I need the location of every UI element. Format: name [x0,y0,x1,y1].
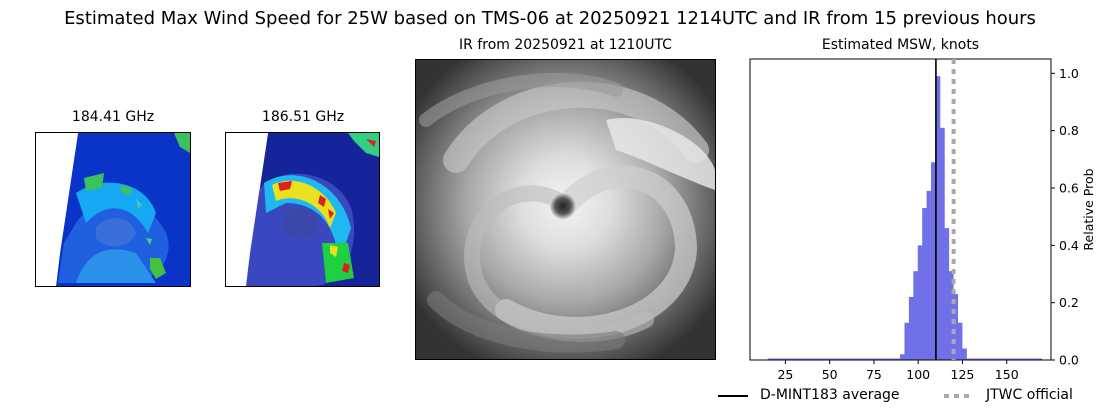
mw1-title: 184.41 GHz [71,109,155,125]
histogram-bar [953,294,959,360]
x-tick-label: 25 [777,367,793,382]
y-tick-label: 0.4 [1059,238,1079,253]
mw2-image [225,132,380,287]
histogram-bar [944,228,950,360]
histogram-bar [948,271,954,360]
legend-average-swatch [718,395,748,397]
legend-official-swatch [944,394,974,398]
histogram-frame [749,58,1052,361]
y-tick-label: 0.2 [1059,295,1079,310]
x-tick-label: 150 [995,367,1019,382]
y-tick-label: 0.0 [1059,353,1079,368]
histogram-bar [904,322,910,360]
mw2-title: 186.51 GHz [261,109,345,125]
legend-official-label: JTWC official [986,387,1073,403]
x-tick-label: 50 [822,367,838,382]
x-tick-label: 100 [906,367,930,382]
ir-title: IR from 20250921 at 1210UTC [459,37,672,53]
y-tick-label: 0.8 [1059,123,1079,138]
y-axis-label: Relative Prob [1081,168,1096,250]
legend-average-label: D-MINT183 average [760,387,900,403]
x-tick-label: 125 [951,367,975,382]
ir-image [415,59,716,360]
legend: D-MINT183 average JTWC official [716,386,1100,406]
histogram-bar [922,208,928,360]
histogram-bar [917,245,923,360]
histogram-bar [935,76,941,360]
mw1-image [35,132,191,287]
histogram-bar [931,162,936,360]
histogram-bar [913,271,919,360]
hist-title: Estimated MSW, knots [821,37,980,53]
histogram-bar [962,348,967,360]
histogram-bar [908,296,914,360]
y-tick-label: 1.0 [1059,66,1079,81]
histogram-bar [926,190,932,360]
histogram-bar [900,354,905,360]
histogram-bar [939,127,945,360]
y-tick-label: 0.6 [1059,181,1079,196]
histogram-chart: 25 50 75 100 125 150 0.0 0.2 0.4 0.6 0.8 1.0 Relati… [749,58,1096,382]
histogram-bar [957,322,963,360]
x-tick-label: 75 [866,367,882,382]
main-title: Estimated Max Wind Speed for 25W based o… [64,8,1036,29]
